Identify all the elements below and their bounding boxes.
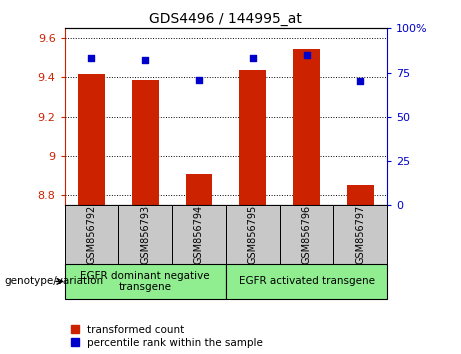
Legend: transformed count, percentile rank within the sample: transformed count, percentile rank withi… xyxy=(70,324,264,349)
Text: genotype/variation: genotype/variation xyxy=(5,276,104,286)
Bar xyxy=(333,205,387,264)
Text: GSM856796: GSM856796 xyxy=(301,205,312,264)
Point xyxy=(303,52,310,58)
Bar xyxy=(280,205,333,264)
Bar xyxy=(118,205,172,264)
Bar xyxy=(65,205,118,264)
Text: GSM856794: GSM856794 xyxy=(194,205,204,264)
Title: GDS4496 / 144995_at: GDS4496 / 144995_at xyxy=(149,12,302,26)
Text: GSM856792: GSM856792 xyxy=(86,205,96,264)
Bar xyxy=(239,70,266,205)
Bar xyxy=(185,174,213,205)
Point xyxy=(142,57,149,63)
Bar xyxy=(78,74,105,205)
Point xyxy=(195,77,203,82)
Point xyxy=(88,56,95,61)
Bar xyxy=(172,205,226,264)
Text: GSM856795: GSM856795 xyxy=(248,205,258,264)
Point xyxy=(249,56,256,61)
Text: GSM856793: GSM856793 xyxy=(140,205,150,264)
Text: EGFR dominant negative
transgene: EGFR dominant negative transgene xyxy=(80,270,210,292)
Bar xyxy=(347,185,374,205)
Bar xyxy=(132,80,159,205)
Point xyxy=(357,79,364,84)
Bar xyxy=(293,49,320,205)
Bar xyxy=(65,264,226,299)
Text: GSM856797: GSM856797 xyxy=(355,205,366,264)
Bar xyxy=(226,264,387,299)
Text: EGFR activated transgene: EGFR activated transgene xyxy=(238,276,375,286)
Bar xyxy=(226,205,280,264)
